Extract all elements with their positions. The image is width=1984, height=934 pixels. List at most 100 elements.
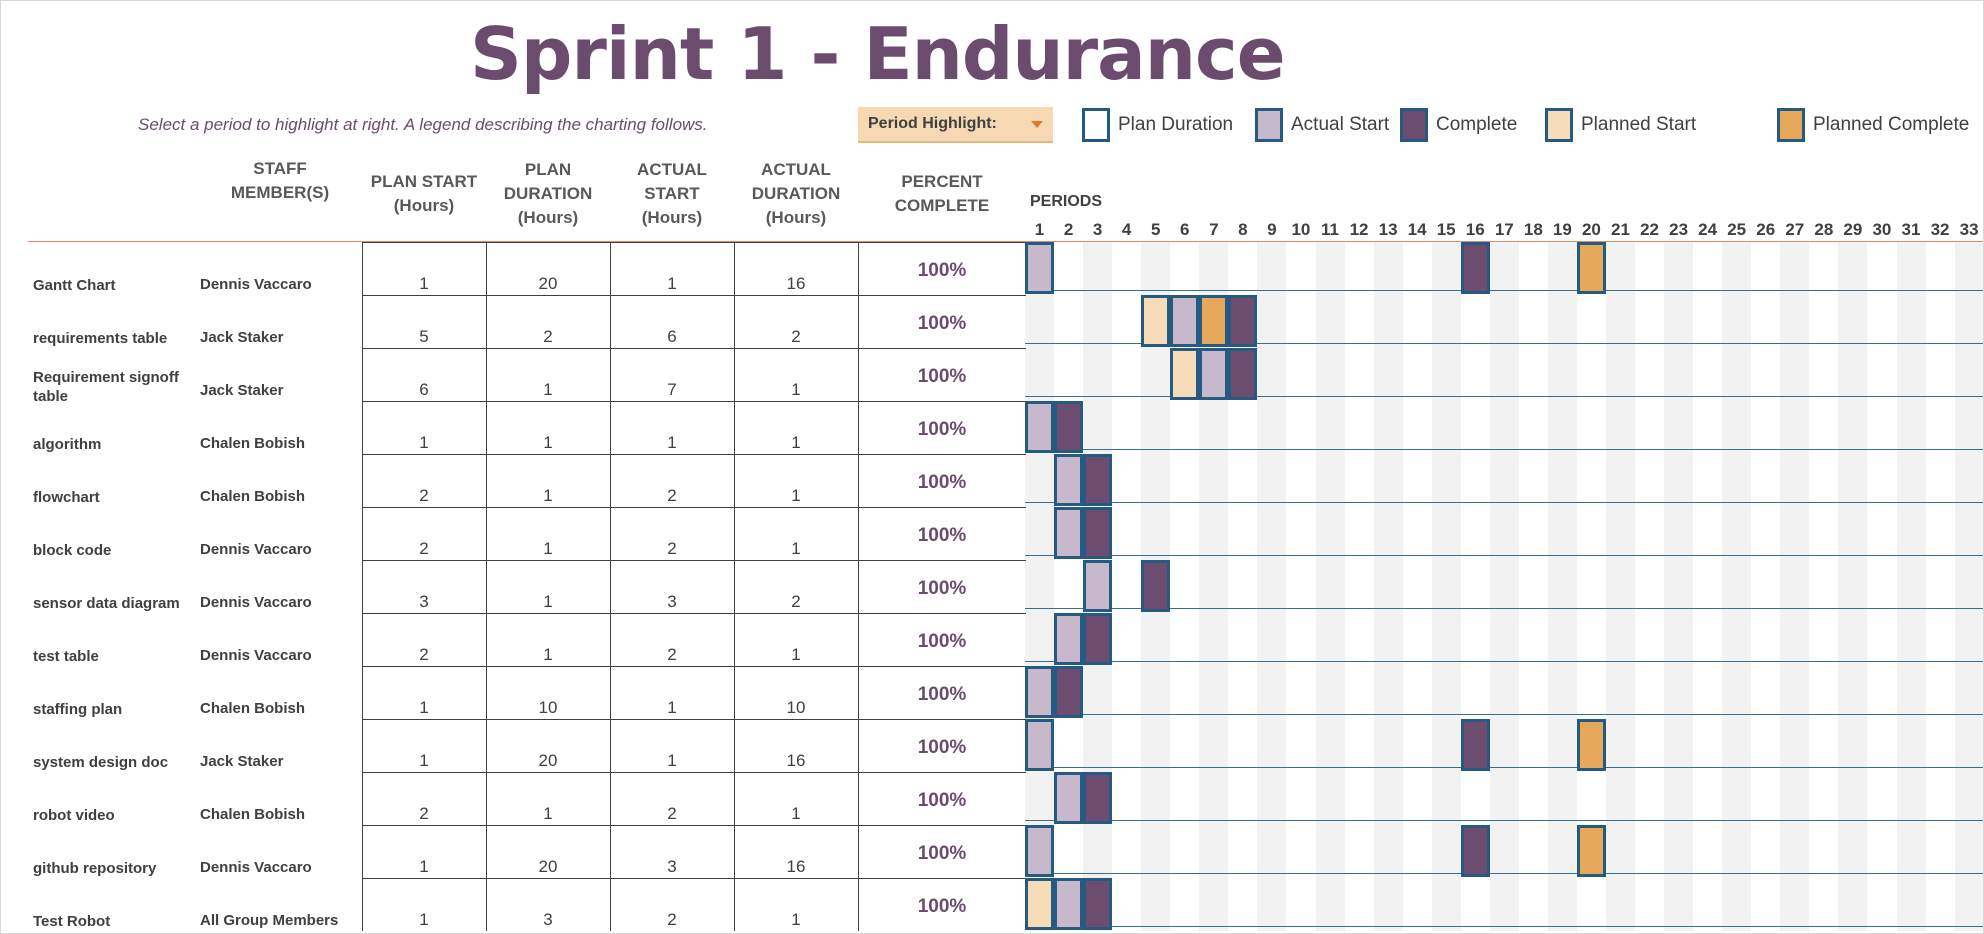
plan-duration-value[interactable]: 10: [538, 698, 558, 717]
gantt-bar-complete[interactable]: [1460, 825, 1490, 877]
period-number[interactable]: 5: [1150, 220, 1161, 239]
period-number[interactable]: 15: [1436, 220, 1456, 239]
chevron-down-icon[interactable]: [1031, 121, 1043, 128]
gantt-bar-complete[interactable]: [1228, 348, 1258, 400]
period-number[interactable]: 26: [1756, 220, 1776, 239]
period-number[interactable]: 3: [1092, 220, 1103, 239]
gantt-bar-complete[interactable]: [1083, 772, 1113, 824]
period-number[interactable]: 23: [1669, 220, 1689, 239]
plan-start-value[interactable]: 2: [419, 539, 429, 558]
period-number[interactable]: 27: [1785, 220, 1805, 239]
plan-start-value[interactable]: 2: [419, 645, 429, 664]
gantt-bar-actual[interactable]: [1025, 401, 1054, 453]
plan-start-value[interactable]: 1: [419, 751, 429, 770]
gantt-bar-complete[interactable]: [1083, 878, 1113, 930]
period-number[interactable]: 4: [1121, 220, 1132, 239]
actual-start-value[interactable]: 1: [667, 698, 677, 717]
gantt-bar-pstart[interactable]: [1025, 878, 1054, 930]
actual-duration-value[interactable]: 16: [786, 274, 806, 293]
actual-start-value[interactable]: 3: [667, 857, 677, 876]
period-number[interactable]: 29: [1843, 220, 1863, 239]
period-number[interactable]: 16: [1465, 220, 1485, 239]
percent-complete-value[interactable]: 100%: [917, 525, 967, 546]
actual-start-value[interactable]: 2: [667, 645, 677, 664]
period-number[interactable]: 31: [1901, 220, 1921, 239]
actual-start-value[interactable]: 1: [667, 274, 677, 293]
actual-duration-value[interactable]: 1: [791, 539, 801, 558]
percent-complete-value[interactable]: 100%: [917, 684, 967, 705]
actual-duration-value[interactable]: 1: [791, 645, 801, 664]
period-highlight-dropdown[interactable]: Period Highlight:: [858, 107, 1053, 143]
gantt-bar-complete[interactable]: [1460, 242, 1490, 294]
period-number[interactable]: 1: [1034, 220, 1045, 239]
actual-start-value[interactable]: 3: [667, 592, 677, 611]
period-number[interactable]: 18: [1523, 220, 1543, 239]
gantt-bar-actual[interactable]: [1170, 295, 1200, 347]
gantt-bar-complete[interactable]: [1141, 560, 1171, 612]
percent-complete-value[interactable]: 100%: [917, 419, 967, 440]
percent-complete-value[interactable]: 100%: [917, 578, 967, 599]
plan-start-value[interactable]: 1: [419, 274, 429, 293]
period-number[interactable]: 14: [1407, 220, 1427, 239]
actual-start-value[interactable]: 6: [667, 327, 677, 346]
actual-duration-value[interactable]: 1: [791, 910, 801, 929]
gantt-bar-complete[interactable]: [1083, 613, 1113, 665]
gantt-bar-actual[interactable]: [1025, 242, 1054, 294]
actual-duration-value[interactable]: 16: [786, 751, 806, 770]
plan-duration-value[interactable]: 20: [538, 751, 558, 770]
percent-complete-value[interactable]: 100%: [917, 366, 967, 387]
actual-duration-value[interactable]: 1: [791, 486, 801, 505]
gantt-bar-pcomplete[interactable]: [1576, 825, 1606, 877]
period-number[interactable]: 7: [1209, 220, 1219, 239]
gantt-bar-actual[interactable]: [1199, 348, 1229, 400]
plan-start-value[interactable]: 5: [419, 327, 429, 346]
actual-start-value[interactable]: 2: [667, 539, 677, 558]
percent-complete-value[interactable]: 100%: [917, 313, 967, 334]
period-number[interactable]: 11: [1321, 220, 1339, 239]
period-number[interactable]: 30: [1872, 220, 1892, 239]
plan-start-value[interactable]: 2: [419, 486, 429, 505]
gantt-bar-pcomplete[interactable]: [1576, 242, 1606, 294]
period-number[interactable]: 12: [1349, 220, 1369, 239]
gantt-bar-actual[interactable]: [1083, 560, 1113, 612]
gantt-bar-actual[interactable]: [1054, 878, 1084, 930]
gantt-bar-complete[interactable]: [1228, 295, 1258, 347]
gantt-bar-complete[interactable]: [1460, 719, 1490, 771]
plan-duration-value[interactable]: 20: [538, 274, 558, 293]
actual-duration-value[interactable]: 16: [786, 857, 806, 876]
plan-duration-value[interactable]: 1: [543, 539, 553, 558]
actual-duration-value[interactable]: 1: [791, 433, 801, 452]
plan-start-value[interactable]: 1: [419, 857, 429, 876]
actual-duration-value[interactable]: 1: [791, 380, 801, 399]
percent-complete-value[interactable]: 100%: [917, 896, 967, 917]
actual-start-value[interactable]: 7: [667, 380, 677, 399]
actual-duration-value[interactable]: 2: [791, 592, 801, 611]
period-number[interactable]: 17: [1494, 220, 1514, 239]
period-number[interactable]: 32: [1930, 220, 1950, 239]
period-number[interactable]: 20: [1581, 220, 1601, 239]
plan-duration-value[interactable]: 3: [543, 910, 553, 929]
period-number[interactable]: 21: [1611, 220, 1630, 239]
period-number[interactable]: 8: [1238, 220, 1248, 239]
plan-start-value[interactable]: 3: [419, 592, 429, 611]
plan-duration-value[interactable]: 1: [543, 380, 553, 399]
gantt-bar-pcomplete[interactable]: [1576, 719, 1606, 771]
plan-duration-value[interactable]: 20: [538, 857, 558, 876]
period-number[interactable]: 22: [1640, 220, 1659, 239]
plan-start-value[interactable]: 1: [419, 698, 429, 717]
percent-complete-value[interactable]: 100%: [917, 737, 967, 758]
gantt-bar-actual[interactable]: [1025, 719, 1054, 771]
period-number[interactable]: 2: [1063, 220, 1074, 239]
percent-complete-value[interactable]: 100%: [917, 631, 967, 652]
period-number[interactable]: 13: [1378, 220, 1398, 239]
period-number[interactable]: 25: [1727, 220, 1747, 239]
period-number[interactable]: 9: [1267, 220, 1277, 239]
plan-start-value[interactable]: 6: [419, 380, 429, 399]
gantt-bar-complete[interactable]: [1083, 507, 1113, 559]
period-number[interactable]: 10: [1291, 220, 1311, 239]
plan-duration-value[interactable]: 1: [543, 804, 553, 823]
actual-duration-value[interactable]: 10: [786, 698, 806, 717]
plan-duration-value[interactable]: 1: [543, 486, 553, 505]
period-number[interactable]: 33: [1959, 220, 1979, 239]
plan-start-value[interactable]: 1: [419, 433, 429, 452]
